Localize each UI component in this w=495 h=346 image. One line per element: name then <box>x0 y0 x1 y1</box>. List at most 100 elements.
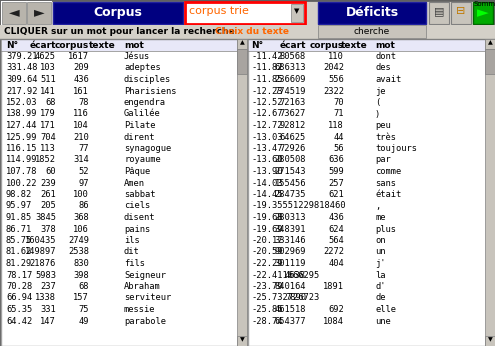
Text: ▲: ▲ <box>240 40 245 45</box>
Text: 91.85: 91.85 <box>6 213 32 222</box>
Bar <box>248 39 495 346</box>
Bar <box>318 2 426 24</box>
Text: 309.64: 309.64 <box>6 75 38 84</box>
Text: 261: 261 <box>40 190 56 199</box>
Text: 404: 404 <box>328 259 344 268</box>
Text: 1084: 1084 <box>323 317 344 326</box>
Text: 4625: 4625 <box>35 52 56 61</box>
Text: N°: N° <box>6 41 18 50</box>
Text: 171: 171 <box>40 121 56 130</box>
Text: -19.35551229818460: -19.35551229818460 <box>251 201 346 210</box>
Text: 97: 97 <box>79 179 89 188</box>
Text: 511: 511 <box>40 75 56 84</box>
Text: ▼: ▼ <box>488 337 493 342</box>
Text: 78: 78 <box>79 98 89 107</box>
Text: avait: avait <box>375 75 401 84</box>
Text: 161: 161 <box>73 86 89 95</box>
Text: 1891: 1891 <box>323 282 344 291</box>
Text: 78.17: 78.17 <box>6 271 32 280</box>
Text: 257: 257 <box>328 179 344 188</box>
Text: me: me <box>375 213 386 222</box>
Text: 70.28: 70.28 <box>6 282 32 291</box>
Text: très: très <box>375 133 396 142</box>
Text: 4638: 4638 <box>285 271 306 280</box>
Text: 378: 378 <box>40 225 56 234</box>
Text: 239: 239 <box>40 179 56 188</box>
Text: -20.59: -20.59 <box>251 247 283 256</box>
Text: dirent: dirent <box>124 133 155 142</box>
Text: parabole: parabole <box>124 317 166 326</box>
Text: -19.68: -19.68 <box>251 213 283 222</box>
Text: 686313: 686313 <box>275 64 306 73</box>
Text: ⊟: ⊟ <box>456 6 466 16</box>
Text: ▼: ▼ <box>240 337 245 342</box>
Text: 271543: 271543 <box>275 167 306 176</box>
Text: 68: 68 <box>79 282 89 291</box>
Text: Seigneur: Seigneur <box>124 271 166 280</box>
Text: 86.71: 86.71 <box>6 225 32 234</box>
Text: 114.99: 114.99 <box>6 155 38 164</box>
Bar <box>27 2 51 24</box>
Text: des: des <box>375 64 391 73</box>
Bar <box>185 2 305 24</box>
Text: adeptes: adeptes <box>124 64 161 73</box>
Text: 2749: 2749 <box>68 236 89 245</box>
Text: ►: ► <box>34 5 45 19</box>
Text: on: on <box>375 236 386 245</box>
Text: une: une <box>375 317 391 326</box>
Text: Sommaire: Sommaire <box>473 1 495 7</box>
Text: 704: 704 <box>40 133 56 142</box>
Text: Corpus: Corpus <box>94 6 143 19</box>
Text: 209: 209 <box>73 64 89 73</box>
Text: 56: 56 <box>334 144 344 153</box>
Text: 155456: 155456 <box>275 179 306 188</box>
Text: 70: 70 <box>334 98 344 107</box>
Text: j': j' <box>375 259 386 268</box>
Bar <box>27 2 51 24</box>
Bar <box>237 39 247 49</box>
Text: 103: 103 <box>40 64 56 73</box>
Bar <box>0 25 495 39</box>
Text: 5983: 5983 <box>35 271 56 280</box>
Text: 368: 368 <box>73 213 89 222</box>
Text: mot: mot <box>124 41 144 50</box>
Text: 81.62: 81.62 <box>6 247 32 256</box>
Text: 436: 436 <box>328 213 344 222</box>
Text: -25.86: -25.86 <box>251 305 283 314</box>
Text: sabbat: sabbat <box>124 190 155 199</box>
Bar <box>473 2 493 24</box>
Text: fils: fils <box>124 259 145 268</box>
Text: 106: 106 <box>73 225 89 234</box>
Text: Galilée: Galilée <box>124 109 161 118</box>
Text: disent: disent <box>124 213 155 222</box>
Text: 138.99: 138.99 <box>6 109 38 118</box>
Text: 81.29: 81.29 <box>6 259 32 268</box>
Text: 1617: 1617 <box>68 52 89 61</box>
Text: disciples: disciples <box>124 75 171 84</box>
Bar <box>249 40 485 51</box>
Text: 100.22: 100.22 <box>6 179 38 188</box>
Text: 44: 44 <box>334 133 344 142</box>
Text: Jésus: Jésus <box>124 52 150 61</box>
Text: N°: N° <box>251 41 263 50</box>
Text: la: la <box>375 271 386 280</box>
Text: 95.97: 95.97 <box>6 201 32 210</box>
Text: 147: 147 <box>40 317 56 326</box>
Text: corpus: corpus <box>310 41 344 50</box>
Text: par: par <box>375 155 391 164</box>
Text: 157: 157 <box>73 293 89 302</box>
Text: 331.48: 331.48 <box>6 64 38 73</box>
Text: ◄: ◄ <box>9 5 19 19</box>
Text: 179: 179 <box>40 109 56 118</box>
Text: pains: pains <box>124 225 150 234</box>
Text: 217.92: 217.92 <box>6 86 38 95</box>
Text: 379.21: 379.21 <box>6 52 38 61</box>
Text: -20.17: -20.17 <box>251 236 283 245</box>
Text: messie: messie <box>124 305 155 314</box>
Text: 85.75: 85.75 <box>6 236 32 245</box>
Text: 49: 49 <box>79 317 89 326</box>
Text: 64625: 64625 <box>280 133 306 142</box>
Text: 830: 830 <box>73 259 89 268</box>
Text: 68: 68 <box>46 98 56 107</box>
Text: sans: sans <box>375 179 396 188</box>
